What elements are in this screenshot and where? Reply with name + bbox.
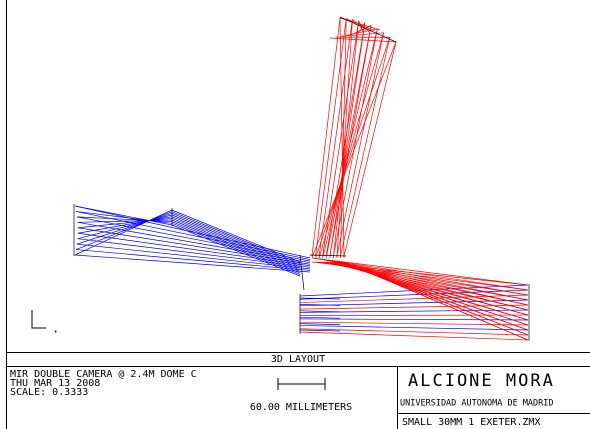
ray <box>74 205 173 226</box>
ray <box>75 249 311 271</box>
ray <box>299 314 529 316</box>
axis-dot: . <box>52 322 59 336</box>
ray <box>317 258 529 296</box>
fold-mirror <box>309 254 347 257</box>
ray <box>339 17 345 259</box>
ray <box>336 19 353 259</box>
ray <box>320 261 529 301</box>
institution: UNIVERSIDAD AUTONOMA DE MADRID <box>400 399 554 409</box>
ray <box>340 37 391 257</box>
ray <box>171 223 301 275</box>
ray <box>299 304 529 310</box>
ray <box>357 22 366 34</box>
ray <box>352 25 372 35</box>
info-line: MIR DOUBLE CAMERA @ 2.4M DOME C <box>10 369 197 380</box>
ray <box>314 261 529 291</box>
ray <box>74 254 311 273</box>
scale-label: 60.00 MILLIMETERS <box>250 402 352 413</box>
ray <box>171 213 301 266</box>
ray <box>74 205 311 259</box>
ray <box>299 310 341 313</box>
ray <box>77 232 311 267</box>
ray <box>75 211 173 224</box>
title-bar: 3D LAYOUT <box>271 354 325 365</box>
ray <box>75 211 173 250</box>
ray <box>325 25 372 259</box>
ray <box>299 321 529 326</box>
ray-trace <box>73 16 530 341</box>
ray <box>332 28 378 257</box>
ray <box>329 22 366 259</box>
ray <box>171 216 301 269</box>
ray <box>299 329 341 332</box>
info-line: SCALE: 0.3333 <box>10 387 88 398</box>
ray <box>346 28 378 36</box>
axis-indicator <box>31 310 46 329</box>
ray <box>320 258 529 301</box>
ray <box>77 216 173 234</box>
ray <box>336 32 384 257</box>
ray <box>311 261 529 286</box>
ray <box>77 214 173 240</box>
ray <box>77 238 311 268</box>
ray <box>317 261 529 296</box>
ray <box>315 18 347 257</box>
ray <box>318 32 384 259</box>
ray <box>314 258 529 291</box>
ray <box>332 20 360 259</box>
file-name: SMALL 30MM 1 EXETER.ZMX <box>402 417 540 428</box>
ray <box>76 216 173 223</box>
ray <box>343 41 397 257</box>
ray <box>322 28 378 259</box>
ray <box>77 219 173 223</box>
ray <box>299 289 529 300</box>
ray <box>299 331 529 341</box>
frame <box>6 0 590 429</box>
ray <box>318 19 353 257</box>
ray <box>171 218 301 271</box>
ray <box>77 217 173 229</box>
ray <box>299 328 529 336</box>
ray <box>322 20 360 257</box>
ray <box>299 316 341 319</box>
ray <box>299 325 529 331</box>
ray <box>74 209 173 256</box>
ray <box>340 18 347 259</box>
ray <box>329 37 397 43</box>
ray <box>311 41 397 259</box>
author-name: ALCIONE MORA <box>408 371 555 391</box>
ray <box>311 257 529 286</box>
ray <box>343 261 529 341</box>
ray <box>171 221 301 274</box>
ray <box>323 261 529 306</box>
ray <box>171 214 301 267</box>
ray <box>315 37 391 259</box>
ray <box>311 17 341 257</box>
ray <box>299 304 341 306</box>
mirror <box>339 16 397 43</box>
ray <box>299 297 341 300</box>
ray <box>76 213 173 245</box>
fold-mirror <box>299 254 305 291</box>
ray <box>299 323 341 325</box>
ray <box>171 224 301 277</box>
ray <box>171 219 301 272</box>
info-line: THU MAR 13 2008 <box>10 378 100 389</box>
